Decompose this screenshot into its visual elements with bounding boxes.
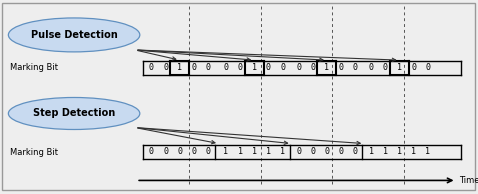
Text: Time: Time — [459, 176, 478, 185]
Text: Pulse Detection: Pulse Detection — [31, 30, 118, 40]
Text: 0: 0 — [310, 147, 315, 156]
Text: 1: 1 — [177, 63, 182, 72]
FancyBboxPatch shape — [2, 3, 475, 190]
Text: 0: 0 — [338, 63, 344, 72]
Text: 0: 0 — [411, 63, 416, 72]
Text: 0: 0 — [353, 63, 358, 72]
Text: 0: 0 — [163, 63, 168, 72]
Text: 1: 1 — [397, 147, 402, 156]
Ellipse shape — [8, 18, 140, 52]
Text: 0: 0 — [369, 63, 374, 72]
Text: 1: 1 — [280, 147, 285, 156]
Text: 0: 0 — [425, 63, 430, 72]
Ellipse shape — [8, 98, 140, 130]
Text: 1: 1 — [252, 63, 257, 72]
Text: 0: 0 — [149, 147, 154, 156]
Text: 0: 0 — [383, 63, 388, 72]
Text: 0: 0 — [310, 63, 315, 72]
Text: Step Detection: Step Detection — [33, 108, 115, 119]
Text: 0: 0 — [206, 63, 210, 72]
Text: 1: 1 — [266, 147, 271, 156]
Text: 0: 0 — [338, 147, 344, 156]
Text: 1: 1 — [325, 63, 329, 72]
Text: 0: 0 — [191, 63, 196, 72]
Text: 0: 0 — [296, 63, 301, 72]
Text: 1: 1 — [411, 147, 416, 156]
Text: 0: 0 — [224, 63, 228, 72]
Text: 0: 0 — [296, 147, 301, 156]
Text: 0: 0 — [206, 147, 210, 156]
Text: 1: 1 — [369, 147, 374, 156]
Text: 0: 0 — [353, 147, 358, 156]
Text: 0: 0 — [266, 63, 271, 72]
Text: 0: 0 — [325, 147, 329, 156]
Text: 0: 0 — [149, 63, 154, 72]
Text: 1: 1 — [252, 147, 257, 156]
Text: 0: 0 — [238, 63, 243, 72]
Text: 1: 1 — [425, 147, 430, 156]
Text: Marking Bit: Marking Bit — [10, 148, 57, 157]
Text: 0: 0 — [163, 147, 168, 156]
Text: 0: 0 — [280, 63, 285, 72]
Text: 1: 1 — [397, 63, 402, 72]
Text: 0: 0 — [177, 147, 182, 156]
Text: 0: 0 — [191, 147, 196, 156]
Text: Marking Bit: Marking Bit — [10, 63, 57, 72]
Text: 1: 1 — [383, 147, 388, 156]
Text: 1: 1 — [224, 147, 228, 156]
Text: 1: 1 — [238, 147, 243, 156]
